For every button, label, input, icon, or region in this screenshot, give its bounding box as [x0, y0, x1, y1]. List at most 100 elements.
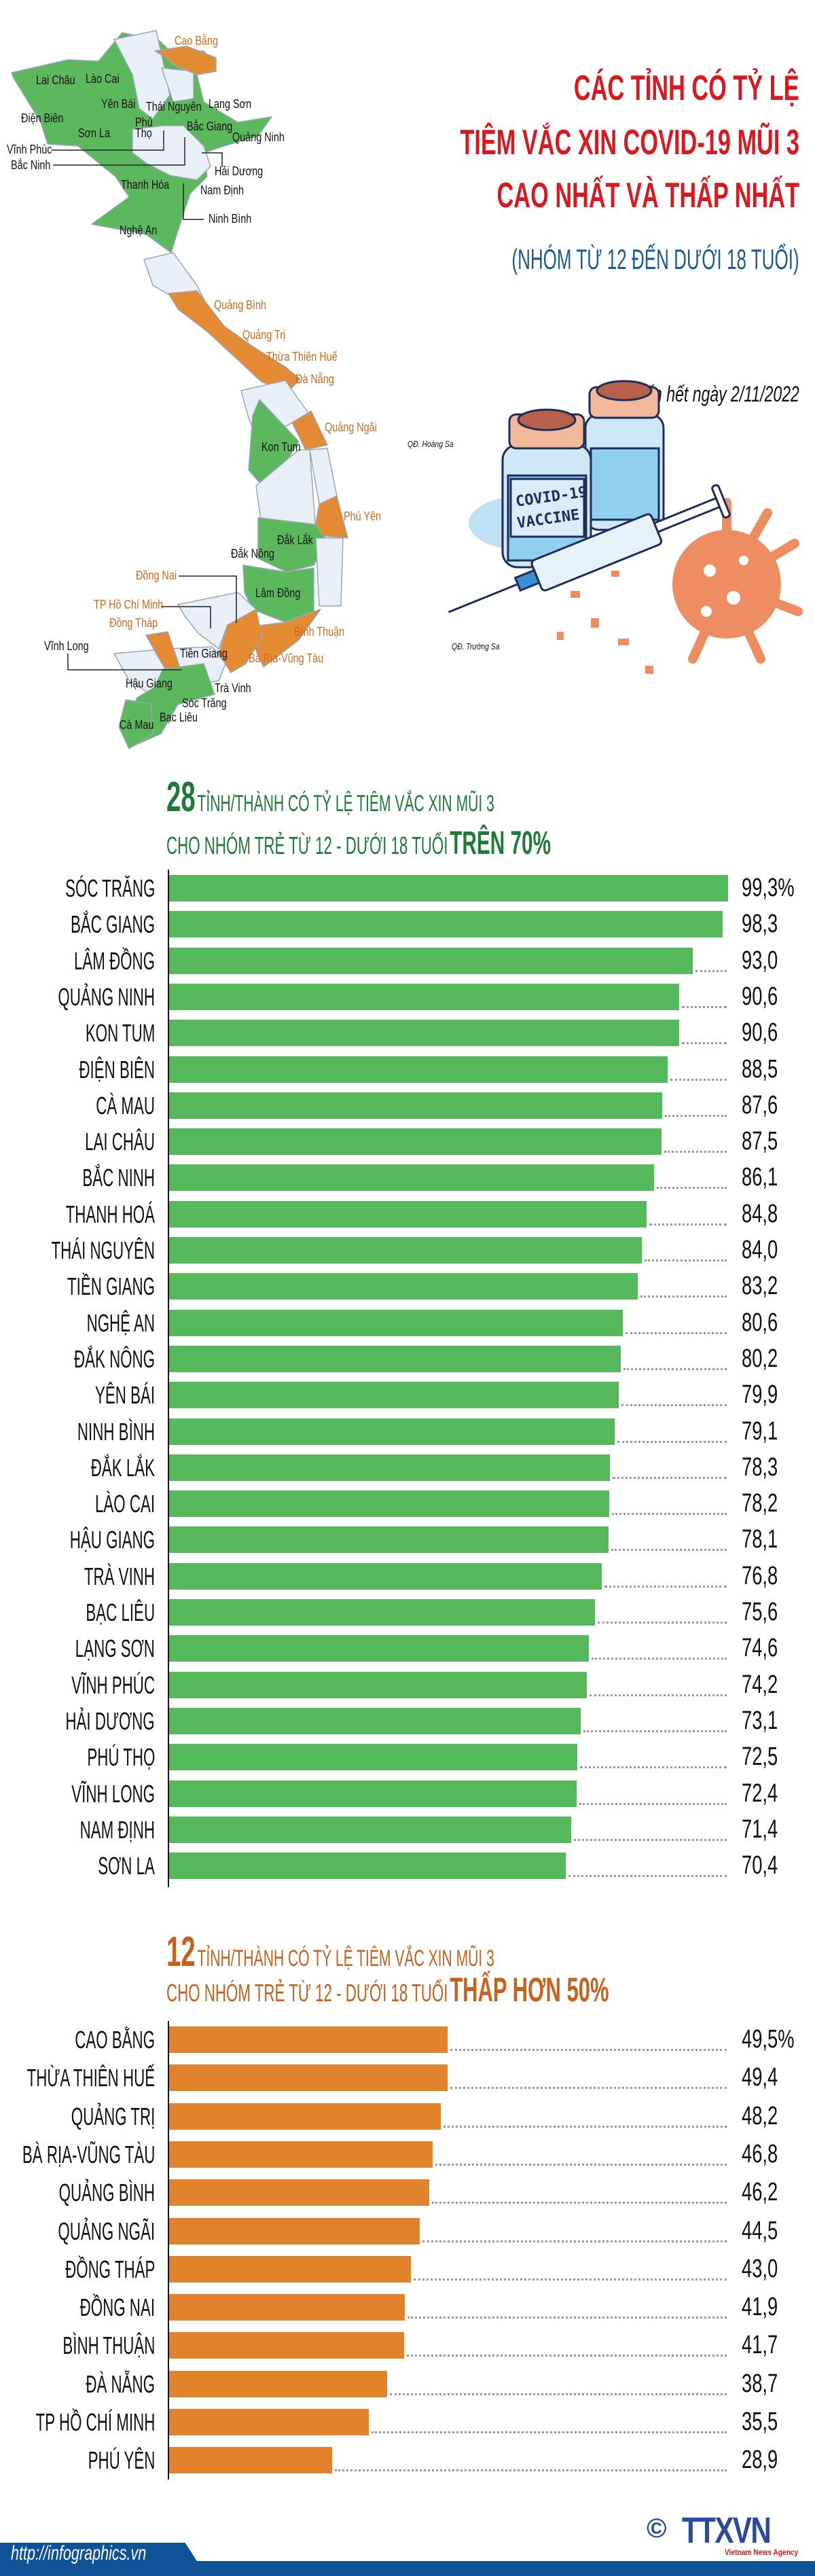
leader-line-ninh-binh [183, 183, 204, 220]
map-label: Đắk Lắk [277, 533, 313, 547]
ttxvn-logo: © TTXVN Vietnam News Agency [647, 2510, 803, 2560]
bar-category-label: PHÚ YÊN [88, 2446, 155, 2475]
page-title-line-1: CÁC TỈNH CÓ TỶ LỆ [574, 69, 799, 108]
bar-category-label: ĐÀ NẴNG [86, 2369, 155, 2398]
map-label: Lâm Đồng [255, 586, 301, 600]
bar [169, 983, 680, 1010]
map-label: Nam Định [200, 183, 244, 197]
bar [169, 2370, 387, 2397]
bar-category-label: LÀO CAI [94, 1490, 155, 1518]
map-label: Đắk Nông [231, 547, 275, 560]
footer-band [0, 2561, 815, 2576]
bar-category-label: ĐIỆN BIÊN [79, 1055, 155, 1084]
bar-value-label: 84,0 [742, 1236, 778, 1264]
chart-1-emphasis: TRÊN 70% [450, 825, 551, 861]
bar-leader-dots [592, 1658, 727, 1660]
map-label: Tiền Giang [180, 647, 228, 660]
bar-value-label: 72,5 [742, 1742, 778, 1772]
bar [169, 1309, 623, 1336]
map-label: Thái Nguyên [146, 100, 202, 113]
bar-category-label: PHÚ THỌ [86, 1743, 155, 1772]
bar [169, 2332, 404, 2359]
page-title-line-2: TIÊM VẮC XIN COVID-19 MŨI 3 [460, 123, 799, 162]
bar [169, 1237, 642, 1264]
bar-leader-dots [645, 1259, 727, 1262]
bar [169, 875, 729, 901]
bar [169, 1853, 566, 1880]
map-region-north-light-2 [161, 67, 194, 103]
map-label: TP Hồ Chí Minh [94, 598, 164, 611]
bar-category-label: BẠC LIÊU [86, 1598, 155, 1626]
bar-leader-dots [665, 1114, 727, 1117]
bar-category-label: SƠN LA [98, 1852, 155, 1880]
chart-2-count: 12 [166, 1929, 196, 1975]
bar-category-label: HẬU GIANG [69, 1526, 155, 1554]
bar-leader-dots [611, 1549, 727, 1552]
bar [169, 1345, 621, 1372]
map-region-north-light [113, 30, 170, 120]
bar-value-label: 87,6 [742, 1090, 778, 1120]
bar-category-label: THÁI NGUYÊN [51, 1236, 155, 1264]
bar-category-label: TRÀ VINH [84, 1562, 155, 1590]
bar [169, 1599, 595, 1626]
map-label: Kon Tum [261, 440, 301, 454]
bar-value-label: 78,1 [742, 1525, 778, 1554]
chart-2-emphasis: THẤP HƠN 50% [450, 1971, 609, 2009]
map-label: Quảng Trị [242, 328, 286, 342]
bar-leader-dots [626, 1331, 727, 1334]
bar-value-label: 70,4 [742, 1851, 778, 1880]
bar-value-label: 83,2 [742, 1272, 778, 1301]
bar [169, 2255, 412, 2283]
chart-1-count: 28 [166, 774, 196, 821]
map-label: Bạc Liêu [160, 711, 198, 724]
bar-leader-dots [334, 2469, 727, 2472]
footer-url-link[interactable]: http://infographics.vn [11, 2542, 147, 2564]
bar-leader-dots [573, 1838, 727, 1841]
bar-category-label: BÌNH THUẬN [62, 2331, 155, 2360]
leader-line-vinh-phuc [52, 130, 164, 151]
leader-line-dong-nai [179, 575, 237, 623]
map-label: Quảng Ninh [232, 130, 285, 144]
bar-category-label: QUẢNG BÌNH [58, 2179, 155, 2207]
bar [169, 1816, 571, 1843]
map-label: Điện Biên [21, 111, 64, 125]
bar-value-label: 86,1 [742, 1163, 778, 1192]
bar-leader-dots [372, 2431, 727, 2433]
bar-category-label: NAM ĐỊNH [79, 1815, 155, 1844]
bar-value-label: 35,5 [742, 2408, 778, 2436]
vial-back [584, 380, 665, 531]
bar-category-label: CÀ MAU [96, 1091, 155, 1120]
chart-2-title-line-1: 12 TỈNH/THÀNH CÓ TỶ LỆ TIÊM VẮC XIN MŨI … [166, 1929, 494, 1975]
chart-2-title-line-2: CHO NHÓM TRẺ TỪ 12 - DƯỚI 18 TUỔI THẤP H… [166, 1971, 609, 2009]
bar-value-label: 99,3% [742, 874, 795, 902]
map-label: Phú Thọ [135, 115, 153, 140]
vaccine-illustration: COVID-19 VACCINE [448, 380, 803, 674]
bar-category-label: ĐẮK LẮK [90, 1453, 155, 1482]
bar [169, 1707, 581, 1734]
bar-leader-dots [604, 1585, 727, 1588]
bar-value-label: 87,5 [742, 1127, 778, 1156]
bar-value-label: 49,5% [742, 2025, 795, 2054]
leader-line-bac-ninh [53, 137, 185, 166]
bar-category-label: BẮC NINH [82, 1164, 155, 1192]
bar-value-label: 49,4 [742, 2063, 778, 2092]
bar-leader-dots [450, 2049, 727, 2051]
bar-leader-dots [621, 1404, 727, 1407]
bar [169, 1382, 619, 1409]
bar-category-label: BÀ RỊA-VŨNG TÀU [22, 2140, 155, 2168]
map-label: Vĩnh Phúc [7, 143, 52, 156]
bar [169, 1020, 680, 1047]
map-label: Quảng Ngãi [325, 421, 377, 434]
map-label: Sơn La [78, 126, 111, 140]
bar-leader-dots [431, 2202, 727, 2204]
bar-leader-dots [583, 1730, 727, 1732]
page-subtitle: (NHÓM TỪ 12 ĐẾN DƯỚI 18 TUỔI) [511, 243, 799, 275]
logo-text: TTXVN [682, 2510, 772, 2551]
bar [169, 1526, 609, 1554]
bar-category-label: QUẢNG NGÃI [58, 2217, 155, 2245]
bar-value-label: 80,2 [742, 1344, 778, 1373]
bar-value-label: 38,7 [742, 2369, 778, 2398]
chart-1-axis [168, 870, 169, 1887]
syringe-icon [448, 484, 731, 613]
chart-1-title-line-2: CHO NHÓM TRẺ TỪ 12 - DƯỚI 18 TUỔI TRÊN 7… [166, 825, 551, 861]
